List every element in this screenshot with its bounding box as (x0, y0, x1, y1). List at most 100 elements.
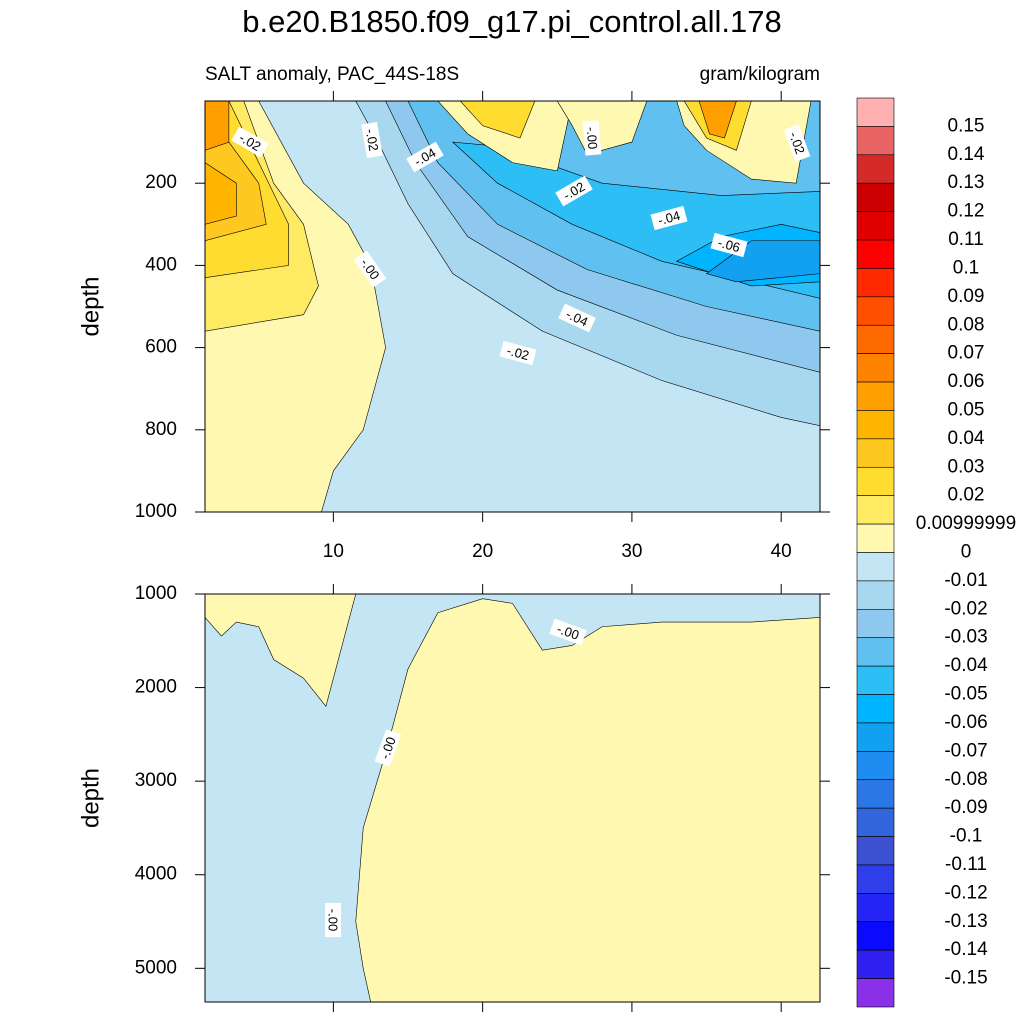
contour-label: -.02 (499, 340, 537, 366)
colorbar-box (856, 182, 895, 212)
contour-label: -.04 (558, 303, 596, 333)
y-tick-label: 5000 (135, 957, 177, 978)
contour-region (698, 101, 737, 139)
colorbar-box (856, 637, 895, 667)
y-tick-label: 600 (145, 337, 177, 358)
contour-region (556, 101, 648, 155)
colorbar-box (856, 239, 895, 269)
contour-label-bg (325, 903, 341, 937)
contour-label-bg (374, 729, 402, 767)
colorbar-label: -0.15 (944, 968, 987, 989)
colorbar-box (856, 353, 895, 383)
colorbar-label: 0.02 (948, 485, 985, 506)
contour-region (205, 162, 237, 225)
colorbar-box (856, 921, 895, 951)
colorbar-label: 0.03 (948, 456, 985, 477)
colorbar-label: 0.08 (948, 314, 985, 335)
colorbar-box (856, 722, 895, 752)
colorbar-box (856, 97, 895, 127)
units: gram/kilogram (700, 64, 820, 85)
contour-label: -.00 (374, 729, 402, 767)
plot-frame (204, 100, 821, 513)
x-tick-label: 30 (621, 541, 642, 562)
y-tick-label: 3000 (135, 770, 177, 791)
colorbar-box (856, 211, 895, 241)
colorbar-box (856, 296, 895, 326)
colorbar-label: 0.15 (948, 115, 985, 136)
contour-label-text: -.02 (363, 128, 382, 153)
colorbar-label: 0.04 (948, 428, 985, 449)
colorbar-box (856, 154, 895, 184)
colorbar-box (856, 978, 895, 1008)
contour-label-bg (783, 124, 811, 162)
contour-label-text: -.00 (377, 735, 399, 761)
x-tick-label: 20 (472, 541, 493, 562)
colorbar-box (856, 495, 895, 525)
y-axis-label: depth (77, 768, 104, 828)
plot-area (205, 101, 820, 512)
x-tick-label: 40 (771, 541, 792, 562)
contour-label: -.00 (325, 903, 341, 937)
chart-title: b.e20.B1850.f09_g17.pi_control.all.178 (242, 4, 782, 39)
colorbar-box (856, 466, 895, 496)
y-tick-label: 2000 (135, 677, 177, 698)
colorbar-box (856, 694, 895, 724)
contour-label-bg (582, 120, 602, 156)
contour-region (205, 101, 230, 151)
colorbar-label: -0.08 (944, 769, 987, 790)
contour-region (205, 594, 820, 1002)
colorbar-box (856, 523, 895, 553)
colorbar-label: -0.1 (950, 826, 983, 847)
colorbar-label: 0.07 (948, 343, 985, 364)
colorbar-label: 0.00999999 (916, 513, 1016, 534)
contour-label-text: -.02 (505, 343, 531, 363)
contour-label-bg (353, 250, 387, 288)
contour-label-bg (555, 175, 593, 207)
contour-label-text: -.00 (326, 909, 341, 931)
contour-label: -.06 (710, 232, 748, 258)
contour-label-bg (231, 126, 269, 158)
colorbar-box (856, 580, 895, 610)
colorbar-label: -0.04 (944, 655, 988, 676)
y-tick-label: 1000 (135, 583, 177, 604)
subtitle: SALT anomaly, PAC_44S-18S (205, 64, 459, 85)
colorbar-label: -0.11 (945, 854, 987, 875)
colorbar-label: -0.05 (944, 684, 987, 705)
colorbar-box (856, 126, 895, 156)
colorbar-label: 0.09 (948, 286, 985, 307)
contour-label-bg (710, 232, 748, 258)
colorbar-label: -0.01 (944, 570, 987, 591)
contour-label: -.02 (783, 124, 811, 162)
y-tick-label: 1000 (135, 501, 177, 522)
colorbar-label: 0.11 (948, 229, 984, 250)
colorbar-label: -0.07 (944, 740, 987, 761)
colorbar-label: 0 (961, 542, 972, 563)
y-axis-label: depth (77, 276, 104, 336)
colorbar-label: 0.13 (948, 172, 985, 193)
contour-label-bg (558, 303, 596, 333)
contour-label-text: -.06 (716, 235, 742, 255)
contour-label: -.04 (650, 205, 688, 231)
colorbar-box (856, 381, 895, 411)
contour-region (459, 101, 536, 139)
y-tick-label: 4000 (135, 864, 177, 885)
y-tick-label: 200 (145, 172, 177, 193)
contour-label-bg (650, 205, 688, 231)
contour-label: -.00 (582, 120, 602, 156)
colorbar-box (856, 807, 895, 837)
colorbar-label: -0.09 (944, 797, 987, 818)
y-tick-label: 800 (145, 419, 177, 440)
colorbar-label: 0.14 (948, 144, 985, 165)
colorbar-label: 0.1 (953, 257, 979, 278)
contour-region (437, 101, 573, 172)
contour-label-bg (499, 340, 537, 366)
colorbar-label: -0.06 (944, 712, 987, 733)
contour-label-bg (406, 141, 444, 173)
colorbar-box (856, 893, 895, 923)
colorbar-box (856, 410, 895, 440)
contour-label-bg (361, 121, 383, 159)
colorbar-box (856, 864, 895, 894)
contour-label: -.00 (549, 618, 587, 646)
colorbar-label: -0.02 (944, 598, 987, 619)
contour-label-text: -.02 (786, 130, 808, 156)
